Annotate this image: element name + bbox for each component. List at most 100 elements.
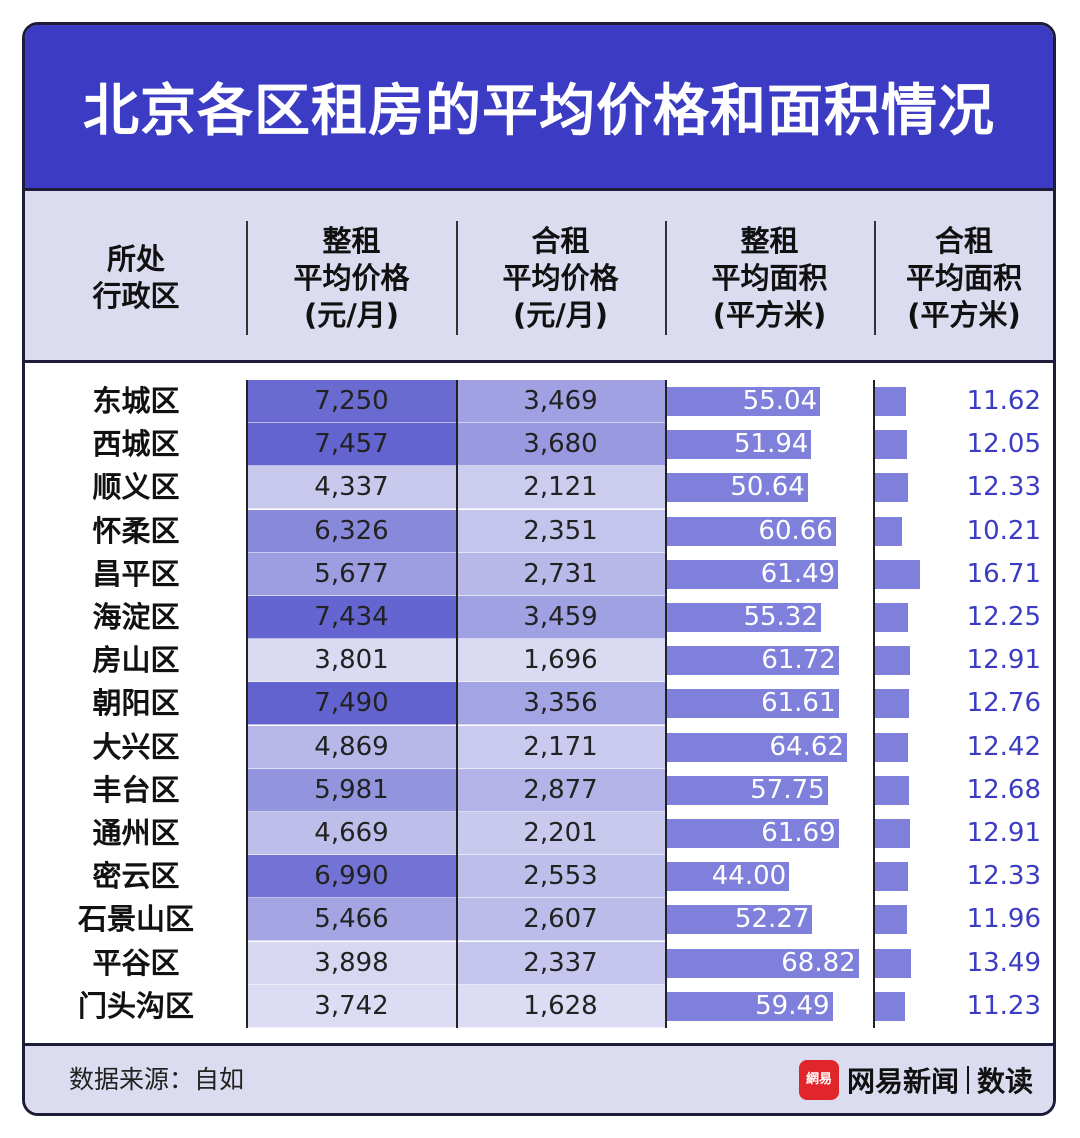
whole-price-cell: 6,326: [247, 509, 456, 553]
header-whole-area-line1: 整租: [740, 223, 799, 258]
whole-area-bar: 60.66: [666, 516, 836, 546]
district-name: 平谷区: [92, 945, 180, 980]
shared-area-value: 12.68: [966, 774, 1041, 805]
shared-price-cell: 2,731: [456, 552, 665, 596]
district-name: 密云区: [92, 859, 180, 894]
shared-area-bar: [874, 430, 908, 460]
shared-price-cell: 3,459: [456, 596, 665, 639]
header-divider: [874, 221, 876, 335]
whole-price-cell: 5,677: [247, 552, 456, 596]
district-name: 门头沟区: [77, 988, 194, 1023]
header-shared-area: 合租 平均面积 (平方米): [874, 221, 1053, 335]
shared-price-cell: 3,356: [456, 682, 665, 726]
whole-area-bar: 64.62: [666, 732, 847, 762]
whole-area-bar: 61.61: [666, 689, 839, 719]
header-shared-price-line3: (元/月): [512, 297, 609, 332]
whole-area-bar: 55.04: [666, 387, 821, 416]
whole-price-cell: 7,457: [247, 423, 456, 467]
table-body: 东城区 7,250 3,469 55.04 11.62 西城区 7,457 3,680 51.9…: [25, 380, 1053, 1028]
header-shared-price-line1: 合租: [531, 223, 590, 258]
whole-price-cell: 5,466: [247, 898, 456, 942]
district-name: 顺义区: [92, 470, 180, 505]
header-whole-price-line3: (元/月): [303, 297, 400, 332]
shared-price-cell: 2,121: [456, 466, 665, 510]
whole-price-cell: 4,869: [247, 725, 456, 769]
whole-price-cell: 4,337: [247, 466, 456, 510]
header-divider: [665, 221, 667, 335]
whole-area-bar: 61.69: [666, 819, 839, 848]
whole-area-bar: 44.00: [666, 862, 790, 892]
data-source: 数据来源：自如: [69, 1065, 245, 1094]
header-divider: [456, 221, 458, 335]
whole-price-cell: 7,434: [247, 596, 456, 639]
table-row: 石景山区 5,466 2,607 52.27 11.96: [25, 898, 1053, 942]
shared-area-bar: [874, 775, 909, 805]
header-divider: [246, 221, 248, 335]
whole-price-cell: 3,898: [247, 941, 456, 985]
shared-price-cell: 3,469: [456, 380, 665, 423]
table-row: 顺义区 4,337 2,121 50.64 12.33: [25, 466, 1053, 510]
district-name: 昌平区: [92, 556, 180, 591]
header-district-line2: 行政区: [92, 279, 180, 313]
column-header-row: 所处 行政区 整租 平均价格 (元/月) 合租 平均价格 (元/月) 整租 平均…: [25, 191, 1053, 363]
shared-price-cell: 3,680: [456, 423, 665, 467]
district-name: 通州区: [92, 816, 180, 850]
whole-area-bar: 57.75: [666, 775, 828, 805]
table-row: 大兴区 4,869 2,171 64.62 12.42: [25, 725, 1053, 769]
whole-price-cell: 3,742: [247, 984, 456, 1028]
shared-area-bar: [874, 991, 905, 1021]
whole-area-bar: 55.32: [666, 603, 821, 632]
table-row: 怀柔区 6,326 2,351 60.66 10.21: [25, 509, 1053, 553]
table-row: 房山区 3,801 1,696 61.72 12.91: [25, 639, 1053, 683]
district-name: 怀柔区: [92, 513, 180, 548]
title-bar: 北京各区租房的平均价格和面积情况: [25, 25, 1053, 191]
whole-price-cell: 3,801: [247, 639, 456, 683]
shared-price-cell: 1,696: [456, 639, 665, 683]
shared-area-bar: [874, 516, 903, 546]
whole-price-cell: 7,490: [247, 682, 456, 726]
shared-area-value: 12.42: [966, 731, 1041, 762]
whole-area-bar: 59.49: [666, 991, 833, 1021]
shared-area-value: 12.33: [966, 472, 1041, 503]
shared-area-bar: [874, 905, 907, 935]
column-divider: [456, 380, 458, 1028]
header-shared-area-line3: (平方米): [907, 297, 1021, 332]
header-district: 所处 行政区: [25, 221, 247, 335]
district-name: 房山区: [92, 643, 180, 678]
chart-title: 北京各区租房的平均价格和面积情况: [83, 79, 995, 144]
whole-area-bar: 68.82: [666, 948, 859, 978]
table-row: 通州区 4,669 2,201 61.69 12.91: [25, 812, 1053, 855]
header-shared-area-line1: 合租: [934, 223, 993, 258]
shared-price-cell: 2,607: [456, 898, 665, 942]
shared-area-bar: [874, 559, 920, 589]
brand-divider: [966, 1065, 969, 1094]
shared-area-value: 12.76: [966, 688, 1041, 719]
brand: 網易 网易新闻 数读: [798, 1046, 1033, 1113]
shared-area-value: 12.91: [966, 818, 1041, 848]
district-name: 石景山区: [77, 902, 194, 937]
shared-price-cell: 2,201: [456, 812, 665, 855]
table-row: 西城区 7,457 3,680 51.94 12.05: [25, 423, 1053, 467]
whole-price-cell: 7,250: [247, 380, 456, 423]
table-row: 昌平区 5,677 2,731 61.49 16.71: [25, 552, 1053, 596]
shared-area-bar: [874, 732, 909, 762]
whole-area-bar: 50.64: [666, 473, 808, 503]
header-whole-price-line2: 平均价格: [293, 260, 410, 295]
shared-area-bar: [874, 689, 910, 719]
shared-price-cell: 2,877: [456, 768, 665, 812]
shared-price-cell: 1,628: [456, 984, 665, 1028]
shared-area-value: 10.21: [966, 515, 1041, 546]
whole-price-cell: 6,990: [247, 855, 456, 899]
footer: 数据来源：自如 網易 网易新闻 数读: [25, 1043, 1053, 1113]
table-row: 门头沟区 3,742 1,628 59.49 11.23: [25, 984, 1053, 1028]
brand-name: 网易新闻: [846, 1064, 959, 1098]
shared-area-value: 11.62: [966, 386, 1041, 416]
shared-area-bar: [874, 473, 908, 503]
table-row: 丰台区 5,981 2,877 57.75 12.68: [25, 768, 1053, 812]
district-name: 东城区: [92, 384, 180, 418]
shared-price-cell: 2,351: [456, 509, 665, 553]
shared-area-value: 12.05: [966, 429, 1041, 460]
column-divider: [873, 380, 875, 1028]
district-name: 西城区: [92, 427, 180, 462]
shared-area-value: 12.91: [966, 645, 1041, 676]
